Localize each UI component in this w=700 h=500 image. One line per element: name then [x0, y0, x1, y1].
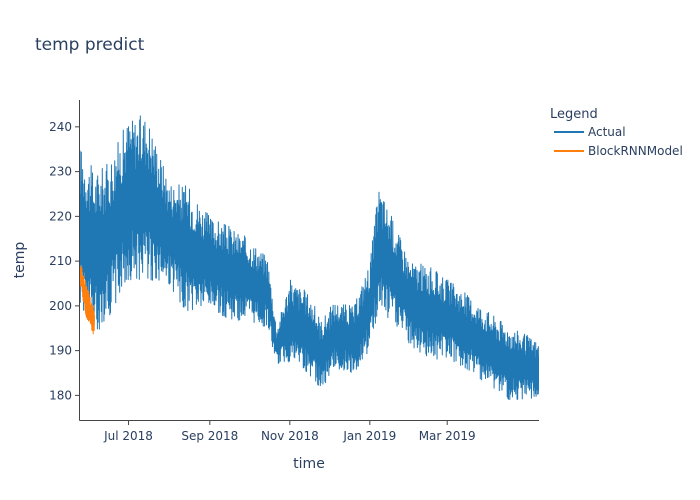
y-axis-ticks: 180 190 200 210 220 230 240 [49, 120, 80, 402]
legend-item-blockrnnmodel[interactable]: BlockRNNModel [554, 144, 683, 158]
y-axis-title: temp [12, 242, 28, 279]
legend-label-blockrnnmodel: BlockRNNModel [588, 144, 683, 158]
y-tick-label: 220 [49, 209, 72, 223]
x-axis-ticks: Jul 2018 Sep 2018 Nov 2018 Jan 2019 Mar 2019 [103, 420, 476, 443]
y-tick-label: 180 [49, 388, 72, 402]
x-tick-label: Nov 2018 [261, 429, 319, 443]
y-tick-label: 200 [49, 299, 72, 313]
series-line-actual [80, 115, 539, 401]
legend-title: Legend [550, 107, 598, 122]
legend-label-actual: Actual [588, 125, 626, 139]
chart-title: temp predict [35, 35, 145, 55]
series-line-blockrnnmodel [80, 265, 95, 335]
y-tick-label: 190 [49, 344, 72, 358]
y-tick-label: 240 [49, 120, 72, 134]
x-tick-label: Jan 2019 [342, 429, 396, 443]
legend: Legend Actual BlockRNNModel [550, 107, 683, 158]
x-tick-label: Mar 2019 [419, 429, 476, 443]
x-axis-title: time [293, 456, 325, 472]
x-tick-label: Jul 2018 [103, 429, 153, 443]
y-tick-label: 210 [49, 254, 72, 268]
y-tick-label: 230 [49, 165, 72, 179]
x-tick-label: Sep 2018 [181, 429, 238, 443]
legend-item-actual[interactable]: Actual [554, 125, 626, 139]
plot-area [80, 115, 539, 401]
